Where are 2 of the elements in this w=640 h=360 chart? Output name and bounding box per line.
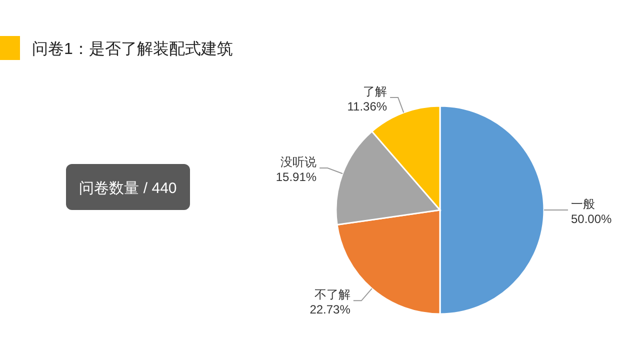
title: 问卷1：是否了解装配式建筑	[32, 41, 233, 58]
annotation: 问卷数量 / 440	[79, 180, 177, 197]
